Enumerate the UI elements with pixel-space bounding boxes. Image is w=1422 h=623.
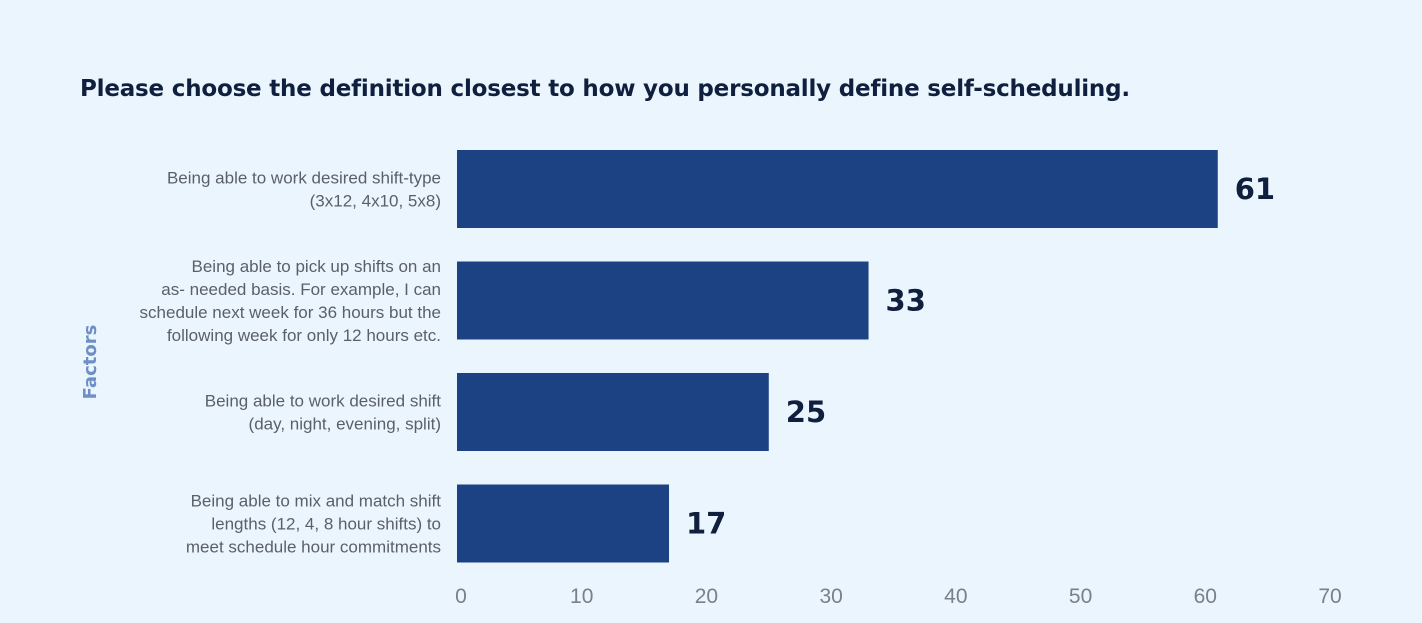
x-tick-label-0: 0 [455, 585, 467, 608]
category-label-line: Being able to work desired shift-type [167, 169, 441, 188]
category-label-3: Being able to mix and match shift lengths… [186, 492, 441, 557]
category-label-line: (day, night, evening, split) [249, 415, 441, 434]
x-axis-ticks-group: 0 10 20 30 40 50 60 70 [455, 585, 1342, 608]
category-label-line: following week for only 12 hours etc. [167, 326, 441, 345]
value-label-3: 17 [686, 507, 726, 541]
category-label-line: as- needed basis. For example, I can [161, 280, 441, 299]
category-label-line: Being able to work desired shift [205, 392, 442, 411]
chart-title: Please choose the definition closest to … [80, 76, 1130, 102]
value-labels-group: 61 33 25 17 [686, 172, 1275, 541]
x-tick-label-6: 60 [1194, 585, 1217, 608]
x-tick-label-3: 30 [819, 585, 842, 608]
y-axis-label: Factors [80, 325, 101, 400]
bar-3 [457, 484, 670, 563]
category-label-2: Being able to work desired shift (day, ni… [205, 392, 442, 434]
value-label-1: 33 [886, 284, 926, 318]
category-label-line: Being able to pick up shifts on an [192, 257, 442, 276]
category-label-line: (3x12, 4x10, 5x8) [310, 192, 441, 211]
x-tick-label-4: 40 [944, 585, 967, 608]
x-tick-label-7: 70 [1318, 585, 1341, 608]
bars-group [457, 150, 1218, 563]
x-tick-label-5: 50 [1069, 585, 1092, 608]
value-label-0: 61 [1235, 172, 1275, 206]
value-label-2: 25 [786, 395, 826, 429]
x-tick-label-1: 10 [570, 585, 593, 608]
category-labels-group: Being able to work desired shift-type (3x… [140, 169, 442, 557]
bar-0 [457, 150, 1218, 228]
category-label-1: Being able to pick up shifts on an as- ne… [140, 257, 441, 345]
category-label-line: lengths (12, 4, 8 hour shifts) to [211, 515, 441, 534]
bar-1 [457, 261, 869, 340]
category-label-line: meet schedule hour commitments [186, 538, 441, 557]
bar-2 [457, 373, 769, 451]
x-tick-label-2: 20 [695, 585, 718, 608]
category-label-line: Being able to mix and match shift [191, 492, 442, 511]
category-label-line: schedule next week for 36 hours but the [140, 303, 441, 322]
category-label-0: Being able to work desired shift-type (3x… [167, 169, 441, 211]
